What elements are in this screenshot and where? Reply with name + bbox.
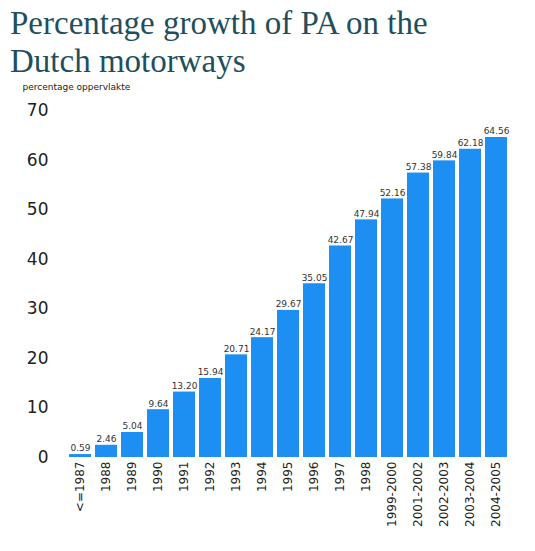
svg-text:64.56: 64.56 — [484, 126, 510, 136]
svg-text:1992: 1992 — [203, 462, 217, 493]
svg-text:<=1987: <=1987 — [73, 462, 87, 513]
svg-text:20: 20 — [27, 348, 49, 368]
svg-text:60: 60 — [27, 150, 49, 170]
svg-text:1996: 1996 — [307, 462, 321, 493]
svg-text:52.16: 52.16 — [380, 188, 406, 198]
svg-text:30: 30 — [27, 298, 49, 318]
svg-text:24.17: 24.17 — [250, 327, 276, 337]
svg-text:1997: 1997 — [333, 462, 347, 493]
svg-text:40: 40 — [27, 249, 49, 269]
svg-text:2004-2005: 2004-2005 — [489, 462, 503, 527]
svg-text:15.94: 15.94 — [198, 367, 224, 377]
svg-text:2002-2003: 2002-2003 — [437, 462, 451, 527]
svg-text:1990: 1990 — [151, 462, 165, 493]
svg-text:0: 0 — [38, 447, 49, 467]
svg-text:59.84: 59.84 — [432, 150, 458, 160]
svg-text:13.20: 13.20 — [172, 381, 198, 391]
svg-text:57.38: 57.38 — [406, 162, 432, 172]
svg-text:1995: 1995 — [281, 462, 295, 493]
svg-text:0.59: 0.59 — [70, 443, 90, 453]
svg-text:2.46: 2.46 — [96, 434, 116, 444]
svg-text:47.94: 47.94 — [354, 209, 380, 219]
svg-text:1993: 1993 — [229, 462, 243, 493]
svg-text:10: 10 — [27, 397, 49, 417]
svg-text:5.04: 5.04 — [122, 421, 142, 431]
svg-text:70: 70 — [27, 100, 49, 120]
svg-text:29.67: 29.67 — [276, 299, 302, 309]
svg-text:35.05: 35.05 — [302, 273, 328, 283]
svg-text:20.71: 20.71 — [224, 344, 250, 354]
svg-text:1998: 1998 — [359, 462, 373, 493]
svg-text:42.67: 42.67 — [328, 235, 354, 245]
svg-text:percentage oppervlakte: percentage oppervlakte — [23, 82, 131, 92]
svg-text:62.18: 62.18 — [458, 138, 484, 148]
svg-text:1988: 1988 — [99, 462, 113, 493]
svg-text:1991: 1991 — [177, 462, 191, 493]
svg-text:50: 50 — [27, 199, 49, 219]
svg-text:1989: 1989 — [125, 462, 139, 493]
svg-text:1999-2000: 1999-2000 — [385, 462, 399, 527]
svg-text:1994: 1994 — [255, 462, 269, 493]
svg-text:2003-2004: 2003-2004 — [463, 462, 477, 527]
svg-text:2001-2002: 2001-2002 — [411, 462, 425, 527]
html-text:Percentage growth of PA on the: Percentage growth of PA on the Dutch mot… — [10, 5, 428, 79]
svg-text:9.64: 9.64 — [148, 399, 168, 409]
